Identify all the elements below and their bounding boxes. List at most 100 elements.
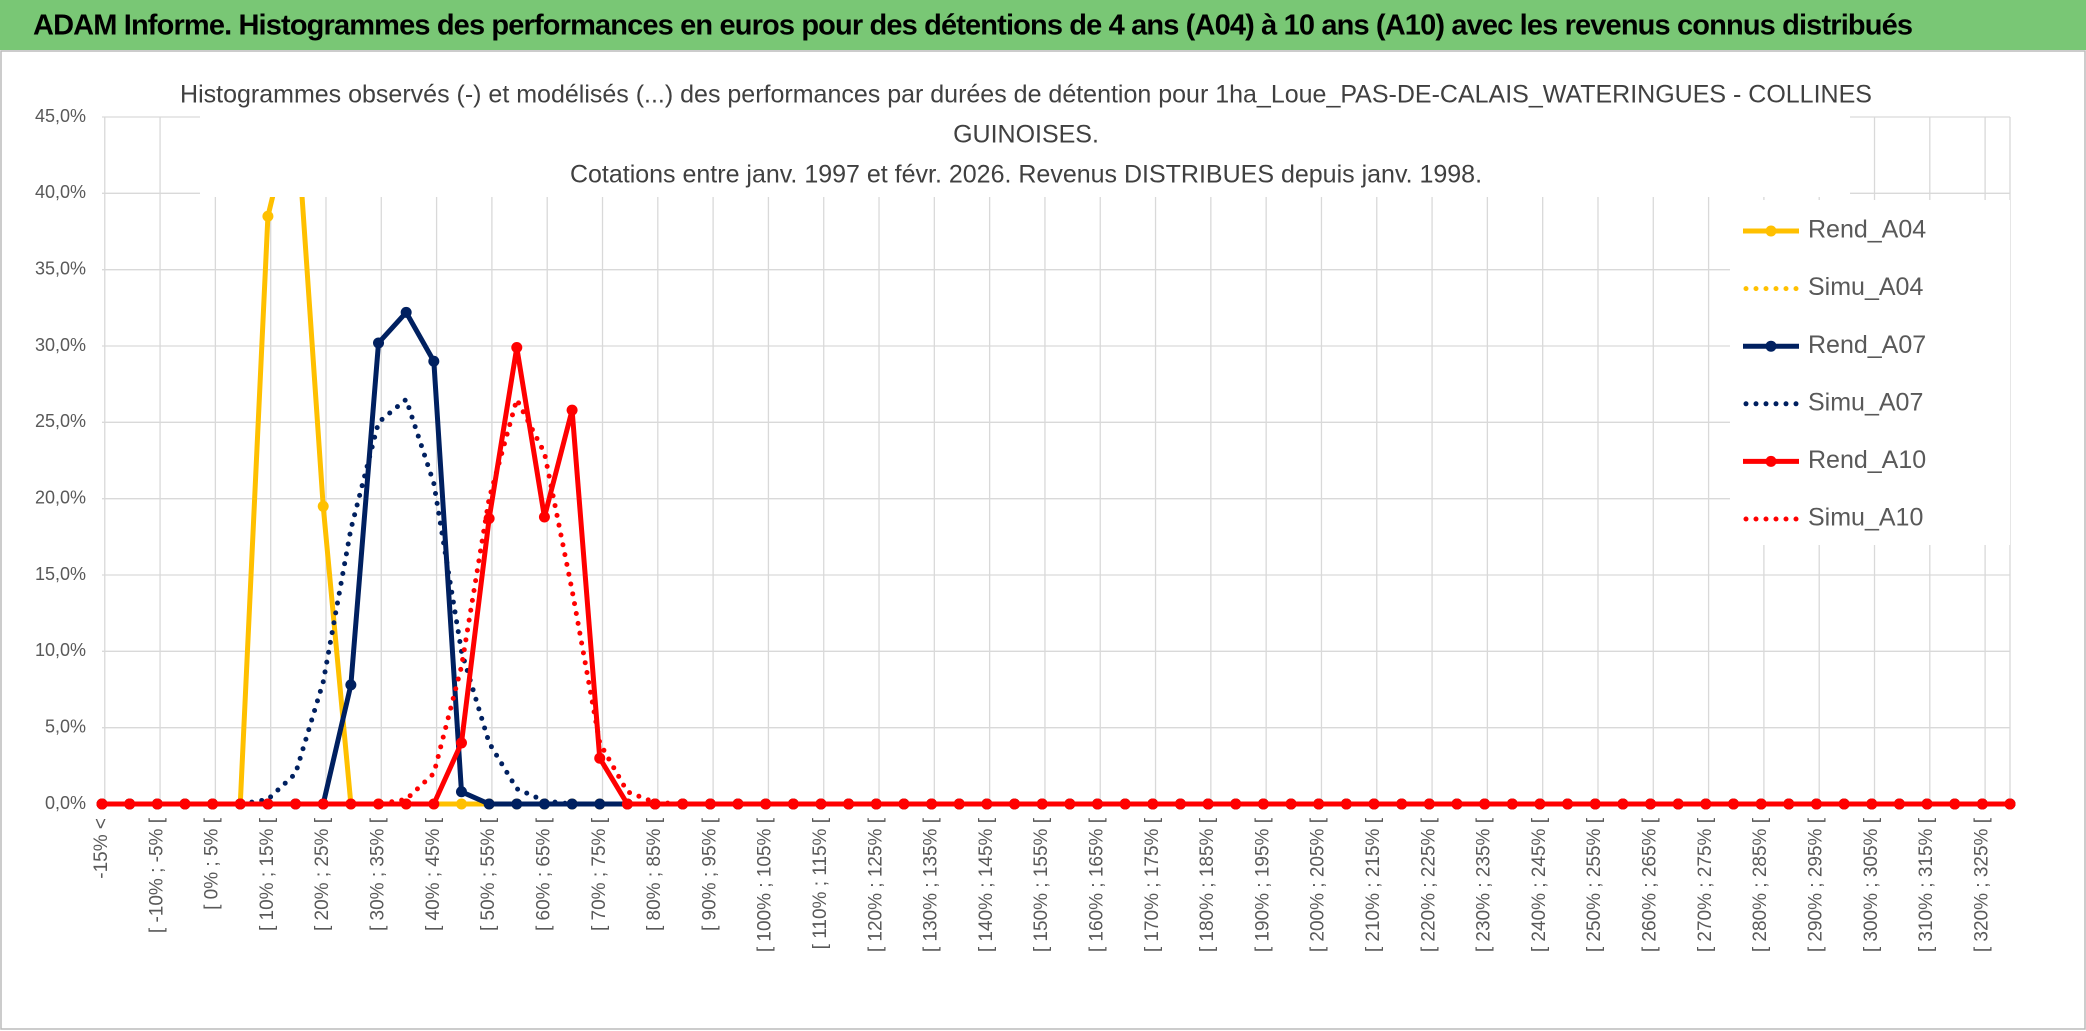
y-tick-label: 20,0%: [35, 487, 86, 507]
point: [262, 798, 274, 810]
point: [290, 798, 302, 810]
point: [704, 798, 716, 810]
point: [538, 511, 550, 523]
point: [1645, 798, 1657, 810]
x-tick-label: [ 210% ; 215% [: [1363, 817, 1384, 952]
legend-label: Simu_A07: [1808, 388, 1923, 416]
x-tick-label: [ 310% ; 315% [: [1916, 817, 1937, 952]
x-tick-label: [ 40% ; 45% [: [423, 817, 444, 931]
y-tick-label: 10,0%: [35, 640, 86, 660]
x-tick-label: [ 90% ; 95% [: [699, 817, 720, 931]
x-tick-label: [ 0% ; 5% [: [202, 817, 223, 910]
legend-background: [1730, 200, 2010, 545]
y-tick-label: 30,0%: [35, 335, 86, 355]
point: [677, 798, 689, 810]
x-tick-label: [ 50% ; 55% [: [478, 817, 499, 931]
legend-label: Rend_A07: [1808, 331, 1926, 359]
point: [151, 798, 163, 810]
y-tick-label: 35,0%: [35, 258, 86, 278]
point: [1009, 798, 1021, 810]
point: [1147, 798, 1159, 810]
point: [1949, 798, 1961, 810]
x-tick-label: [ 100% ; 105% [: [755, 817, 776, 952]
y-tick-label: 40,0%: [35, 182, 86, 202]
x-tick-label: [ -10% ; -5% [: [146, 817, 167, 933]
point: [594, 798, 606, 810]
y-tick-label: 15,0%: [35, 564, 86, 584]
legend-marker: [1765, 225, 1777, 237]
x-tick-label: [ 250% ; 255% [: [1584, 817, 1605, 952]
legend-label: Rend_A10: [1808, 446, 1926, 474]
chart-title: Cotations entre janv. 1997 et févr. 2026…: [570, 161, 1482, 189]
point: [428, 798, 440, 810]
point: [483, 798, 495, 810]
x-tick-label: [ 180% ; 185% [: [1197, 817, 1218, 952]
point: [1976, 798, 1988, 810]
point: [179, 798, 191, 810]
point: [898, 798, 910, 810]
y-tick-label: 0,0%: [45, 793, 86, 813]
point: [787, 798, 799, 810]
y-tick-label: 45,0%: [35, 106, 86, 126]
point: [1755, 798, 1767, 810]
legend-label: Rend_A04: [1808, 216, 1926, 244]
x-tick-label: [ 240% ; 245% [: [1529, 817, 1550, 952]
point: [1479, 798, 1491, 810]
x-tick-label: [ 290% ; 295% [: [1805, 817, 1826, 952]
legend-label: Simu_A10: [1808, 504, 1923, 532]
point: [1617, 798, 1629, 810]
x-tick-label: [ 220% ; 225% [: [1418, 817, 1439, 952]
point: [1368, 798, 1380, 810]
point: [373, 337, 385, 349]
x-tick-label: [ 230% ; 235% [: [1474, 817, 1495, 952]
point: [455, 786, 467, 798]
x-tick-label: [ 30% ; 35% [: [368, 817, 389, 931]
x-tick-label: -15% <: [91, 818, 112, 879]
point: [1257, 798, 1269, 810]
x-tick-label: [ 280% ; 285% [: [1750, 817, 1771, 952]
point: [428, 355, 440, 367]
x-tick-label: [ 80% ; 85% [: [644, 817, 665, 931]
header-title: ADAM Informe. Histogrammes des performan…: [33, 10, 1913, 42]
point: [566, 798, 578, 810]
chart-title: GUINOISES.: [953, 121, 1099, 149]
point: [262, 210, 274, 222]
point: [1285, 798, 1297, 810]
point: [317, 500, 329, 512]
x-tick-label: [ 20% ; 25% [: [312, 817, 333, 931]
point: [455, 737, 467, 749]
x-tick-label: [ 150% ; 155% [: [1031, 817, 1052, 952]
series-line: [99, 396, 2013, 807]
point: [621, 798, 633, 810]
point: [1866, 798, 1878, 810]
x-tick-label: [ 160% ; 165% [: [1086, 817, 1107, 952]
point: [511, 342, 523, 354]
point: [345, 679, 357, 691]
point: [566, 404, 578, 416]
legend-label: Simu_A04: [1808, 273, 1923, 301]
x-tick-label: [ 60% ; 65% [: [533, 817, 554, 931]
x-tick-label: [ 320% ; 325% [: [1971, 817, 1992, 952]
legend-marker: [1765, 455, 1777, 467]
x-tick-label: [ 140% ; 145% [: [976, 817, 997, 952]
legend-marker: [1765, 340, 1777, 352]
point: [1174, 798, 1186, 810]
x-tick-label: [ 110% ; 115% [: [810, 817, 831, 949]
x-tick-label: [ 300% ; 305% [: [1861, 817, 1882, 952]
point: [1396, 798, 1408, 810]
header-bar: [0, 0, 2086, 50]
x-tick-label: [ 260% ; 265% [: [1640, 817, 1661, 952]
y-tick-label: 25,0%: [35, 411, 86, 431]
point: [1119, 798, 1131, 810]
x-tick-label: [ 200% ; 205% [: [1308, 817, 1329, 952]
point: [1036, 798, 1048, 810]
x-tick-label: [ 10% ; 15% [: [257, 817, 278, 931]
point: [1838, 798, 1850, 810]
x-tick-label: [ 170% ; 175% [: [1142, 817, 1163, 952]
x-tick-label: [ 120% ; 125% [: [865, 817, 886, 952]
chart-border: [0, 50, 2086, 1030]
x-tick-label: [ 190% ; 195% [: [1252, 817, 1273, 952]
y-tick-label: 5,0%: [45, 716, 86, 736]
